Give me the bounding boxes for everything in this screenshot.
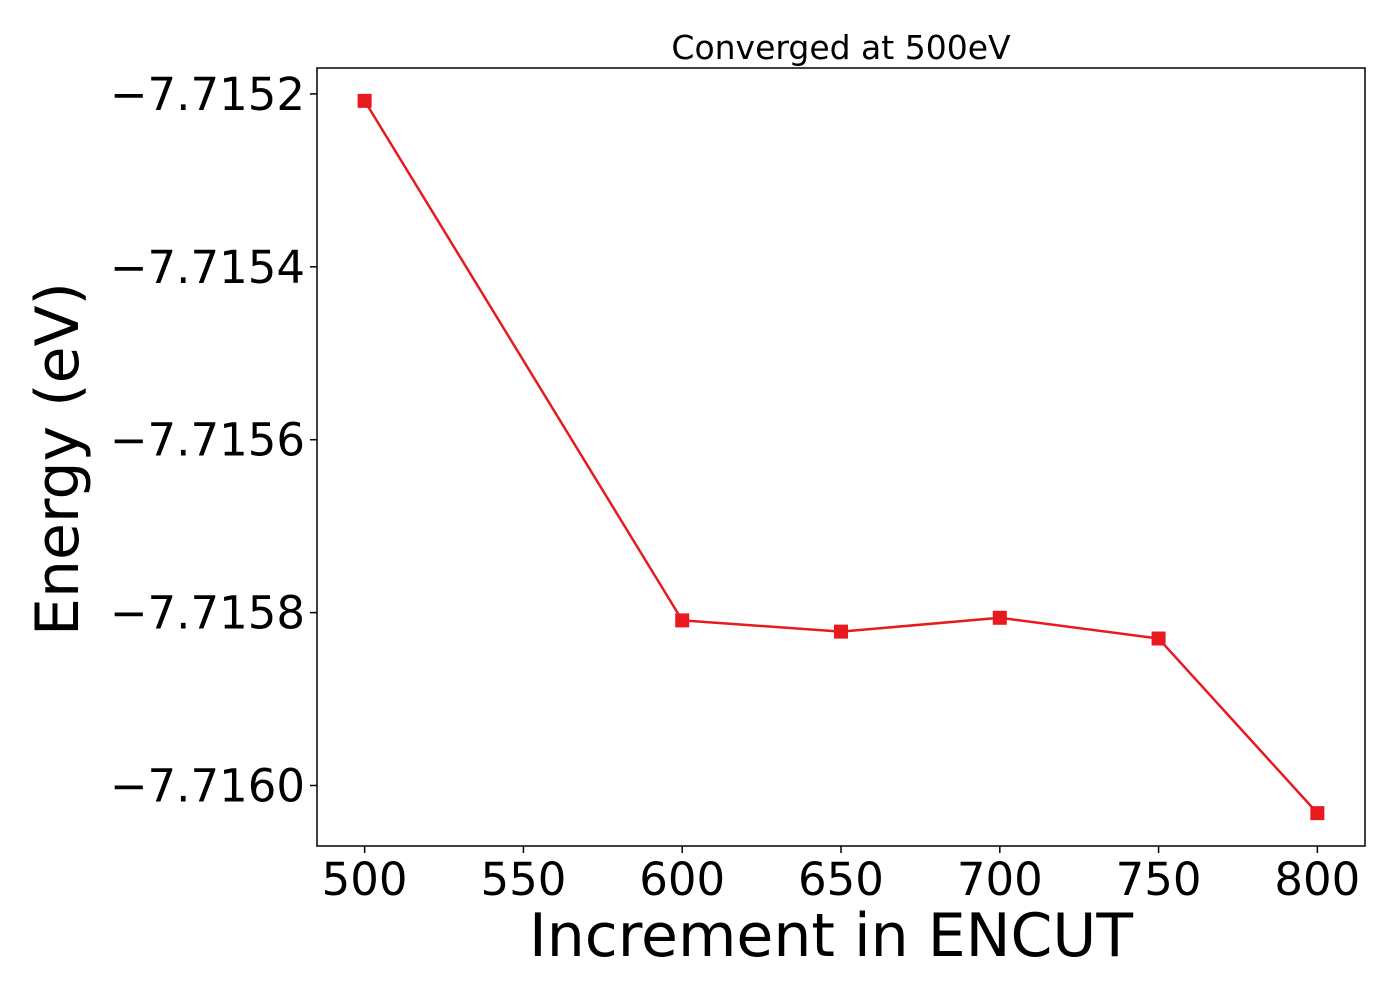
series-line [363, 100, 1319, 814]
x-axis: 500 550 600 650 700 750 800 [322, 846, 1360, 906]
data-point-marker [357, 93, 372, 108]
data-point-marker [992, 610, 1007, 625]
x-tick-label: 600 [639, 853, 725, 906]
y-tick-label: −7.7156 [110, 414, 305, 467]
data-point-marker [834, 624, 848, 639]
x-tick-label: 650 [798, 853, 884, 906]
x-tick-label: 750 [1116, 853, 1202, 906]
chart-title: Converged at 500eV [671, 28, 1011, 67]
x-tick-label: 800 [1274, 853, 1360, 906]
y-axis: −7.7152 −7.7154 −7.7156 −7.7158 −7.7160 [110, 68, 317, 812]
data-point-marker [675, 613, 690, 628]
x-axis-label: Increment in ENCUT [529, 901, 1133, 971]
x-tick-label: 500 [322, 853, 408, 906]
y-tick-label: −7.7158 [110, 587, 305, 640]
y-tick-label: −7.7154 [110, 241, 305, 294]
y-tick-label: −7.7152 [110, 68, 305, 121]
data-point-marker [1151, 631, 1166, 646]
x-tick-label: 550 [480, 853, 566, 906]
plot-area [357, 93, 1325, 821]
y-tick-label: −7.7160 [110, 759, 305, 812]
x-tick-label: 700 [957, 853, 1043, 906]
data-point-marker [1310, 806, 1325, 821]
y-axis-label: Energy (eV) [23, 282, 93, 636]
